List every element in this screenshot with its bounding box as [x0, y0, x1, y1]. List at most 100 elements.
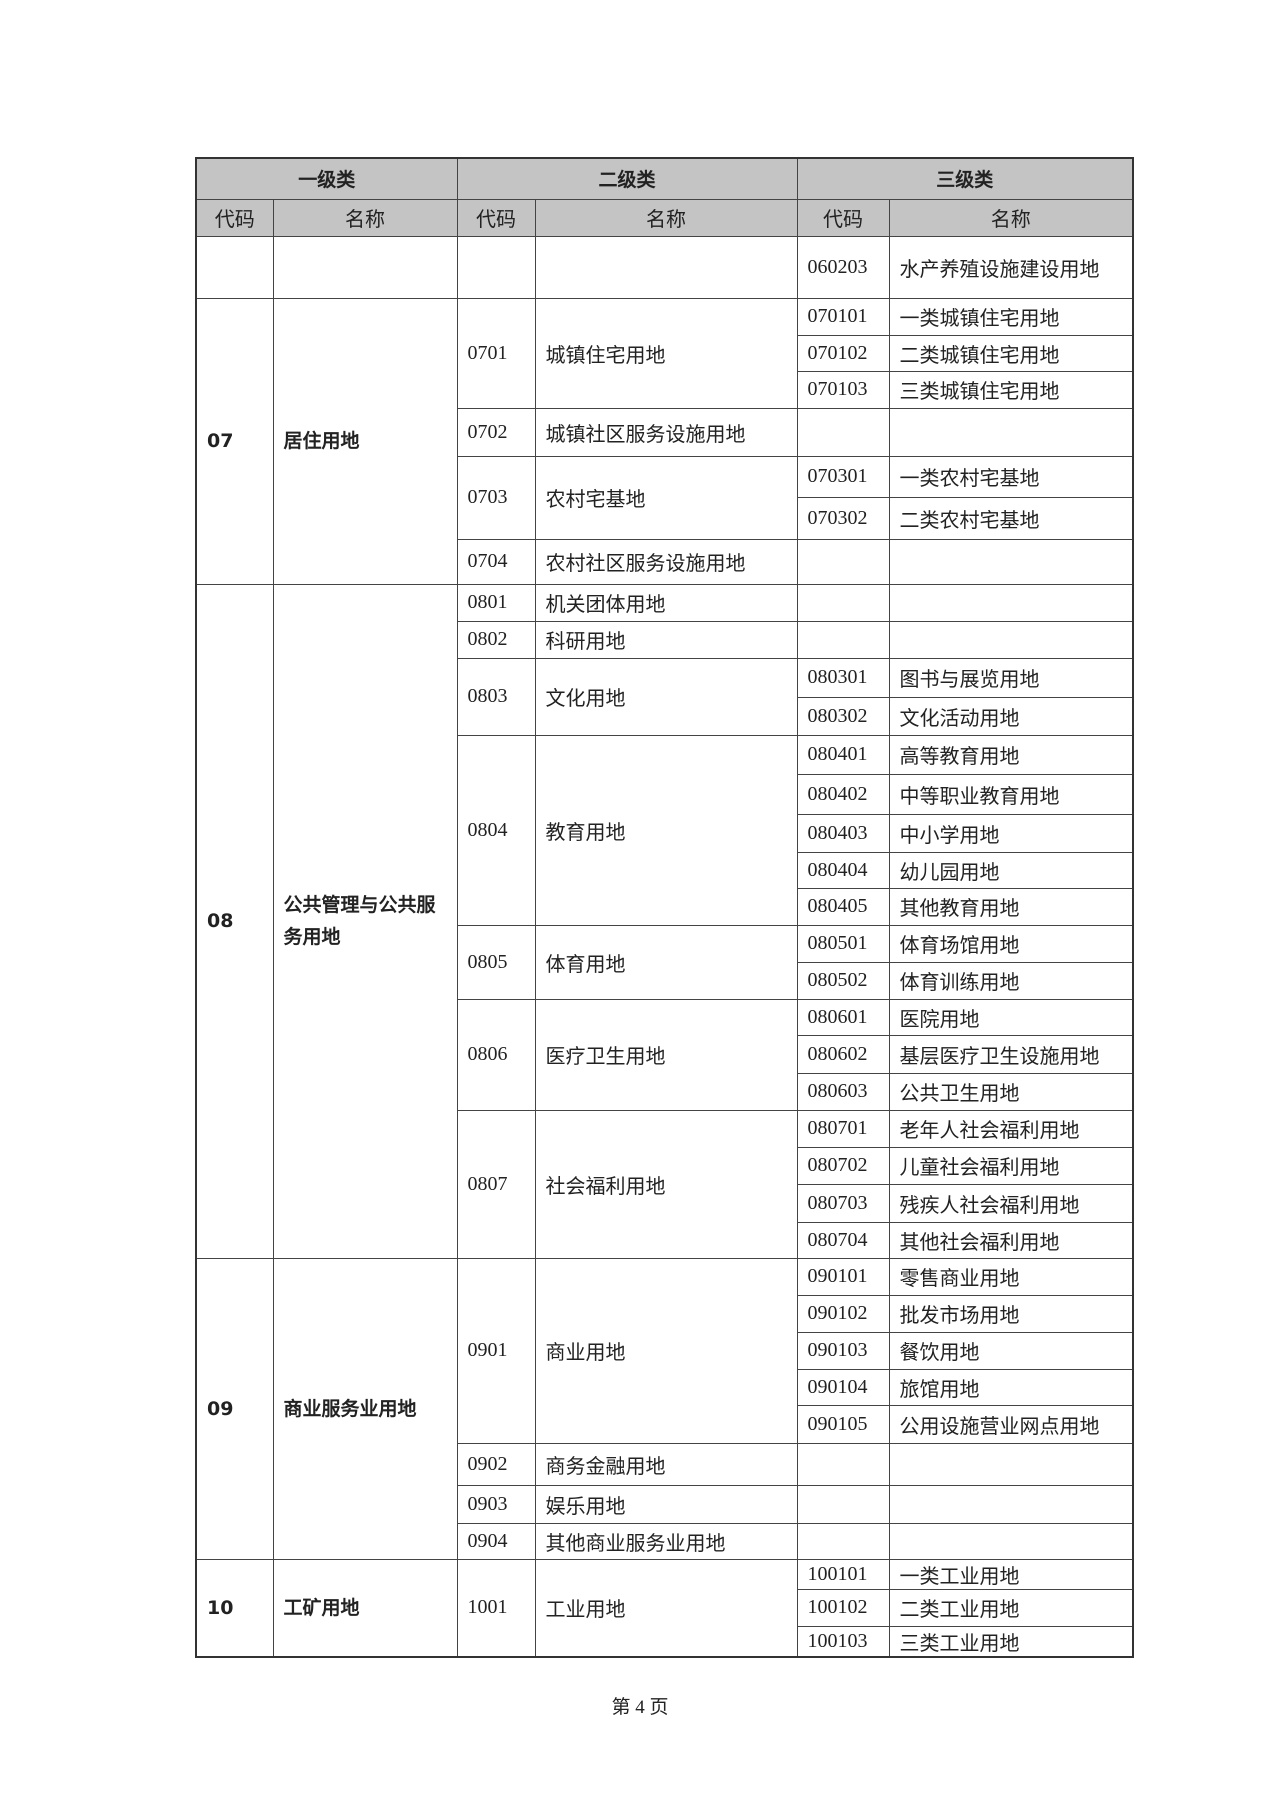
level1-name: 公共管理与公共服务用地 — [272, 583, 458, 1259]
level3-name: 一类城镇住宅用地 — [888, 297, 1134, 336]
level3-name: 幼儿园用地 — [888, 851, 1134, 889]
table-row: 070102 二类城镇住宅用地 — [196, 334, 1134, 372]
level3-name: 其他社会福利用地 — [888, 1221, 1134, 1259]
level3-name: 一类农村宅基地 — [888, 455, 1134, 498]
level3-name: 中等职业教育用地 — [888, 773, 1134, 815]
level2-code: 0807 — [456, 1109, 536, 1259]
table-row: 0702 城镇社区服务设施用地 — [196, 407, 1134, 457]
level3-name-empty — [888, 407, 1134, 457]
level3-name: 基层医疗卫生设施用地 — [888, 1034, 1134, 1074]
level3-code-empty — [796, 1484, 890, 1524]
level2-name: 商务金融用地 — [534, 1442, 798, 1486]
level3-code: 090102 — [796, 1294, 890, 1333]
table-row: 080602 基层医疗卫生设施用地 — [196, 1034, 1134, 1074]
level3-code: 080403 — [796, 813, 890, 853]
header-l2-name: 名称 — [534, 198, 798, 237]
level3-code: 090101 — [796, 1257, 890, 1296]
level3-name: 餐饮用地 — [888, 1331, 1134, 1370]
level1-code: 09 — [195, 1257, 274, 1560]
header-level1: 一级类 — [195, 157, 458, 200]
level2-name — [534, 235, 798, 299]
level2-code: 0703 — [456, 455, 536, 540]
level3-code: 100101 — [796, 1558, 890, 1590]
level3-name: 其他教育用地 — [888, 887, 1134, 926]
table-row: 08 公共管理与公共服务用地 0801 机关团体用地 — [195, 583, 1134, 1259]
header-l3-name: 名称 — [888, 198, 1134, 237]
level3-code: 080702 — [796, 1146, 890, 1185]
level2-code: 0904 — [456, 1522, 536, 1560]
level3-name: 二类工业用地 — [888, 1588, 1134, 1627]
level3-code: 080501 — [796, 924, 890, 963]
level3-name: 三类工业用地 — [888, 1625, 1134, 1657]
level3-code: 080302 — [796, 696, 890, 736]
level1-name: 居住用地 — [272, 297, 458, 585]
level2-code: 0704 — [456, 538, 536, 585]
level3-name: 文化活动用地 — [888, 696, 1134, 736]
level2-code: 0702 — [456, 407, 536, 457]
level3-code: 090105 — [796, 1404, 890, 1444]
level3-code: 080703 — [796, 1183, 890, 1223]
level2-name: 农村宅基地 — [534, 455, 798, 540]
table-row: 0804 教育用地 080401 高等教育用地 — [196, 734, 1134, 926]
header-l1-name: 名称 — [272, 198, 458, 237]
level3-code-empty — [796, 620, 890, 659]
level3-name: 公用设施营业网点用地 — [888, 1404, 1134, 1444]
level3-code: 090103 — [796, 1331, 890, 1370]
level3-code: 070101 — [796, 297, 890, 336]
level3-code: 070103 — [796, 370, 890, 409]
level2-code: 1001 — [456, 1558, 536, 1657]
level3-code: 100102 — [796, 1588, 890, 1627]
table-row: 0805 体育用地 080501 体育场馆用地 — [196, 924, 1134, 1000]
table-body: 060203 水产养殖设施建设用地 07 居住用地 0701 城镇住宅用地 070101 一类… — [195, 235, 1134, 1657]
level3-code-empty — [796, 407, 890, 457]
level3-code: 080601 — [796, 998, 890, 1036]
level3-code: 080404 — [796, 851, 890, 889]
level2-code: 0901 — [456, 1257, 536, 1444]
level2-code: 0803 — [456, 657, 536, 736]
level2-name: 城镇住宅用地 — [534, 297, 798, 409]
level3-code-empty — [796, 538, 890, 585]
table-row: 10 工矿用地 1001 工业用地 100101 一类工业用地 — [195, 1558, 1134, 1657]
table-row: 100103 三类工业用地 — [196, 1625, 1134, 1657]
table-row: 080402 中等职业教育用地 — [196, 773, 1134, 815]
level3-name: 水产养殖设施建设用地 — [888, 235, 1134, 299]
level2-code: 0903 — [456, 1484, 536, 1524]
level3-name: 一类工业用地 — [888, 1558, 1134, 1590]
level2-name: 城镇社区服务设施用地 — [534, 407, 798, 457]
level3-code-empty — [796, 1522, 890, 1560]
level2-name: 农村社区服务设施用地 — [534, 538, 798, 585]
level3-name: 医院用地 — [888, 998, 1134, 1036]
level3-code: 080401 — [796, 734, 890, 775]
table-row: 080405 其他教育用地 — [196, 887, 1134, 926]
level1-code — [195, 235, 274, 299]
level3-name: 零售商业用地 — [888, 1257, 1134, 1296]
level2-name: 科研用地 — [534, 620, 798, 659]
level3-code: 080402 — [796, 773, 890, 815]
level2-name: 其他商业服务业用地 — [534, 1522, 798, 1560]
level2-name: 机关团体用地 — [534, 583, 798, 622]
level3-code: 100103 — [796, 1625, 890, 1657]
table-row: 100102 二类工业用地 — [196, 1588, 1134, 1627]
table-row: 0807 社会福利用地 080701 老年人社会福利用地 — [196, 1109, 1134, 1259]
level3-name: 图书与展览用地 — [888, 657, 1134, 698]
level3-name-empty — [888, 1442, 1134, 1486]
level3-name: 老年人社会福利用地 — [888, 1109, 1134, 1148]
table-row: 080703 残疾人社会福利用地 — [196, 1183, 1134, 1223]
level3-code: 080603 — [796, 1072, 890, 1111]
level2-code: 0805 — [456, 924, 536, 1000]
level3-name: 旅馆用地 — [888, 1368, 1134, 1406]
level3-name: 残疾人社会福利用地 — [888, 1183, 1134, 1223]
level2-name: 娱乐用地 — [534, 1484, 798, 1524]
level3-code: 070302 — [796, 496, 890, 540]
level3-name-empty — [888, 538, 1134, 585]
table-row: 080302 文化活动用地 — [196, 696, 1134, 736]
level3-code: 080502 — [796, 961, 890, 1000]
level3-name: 体育场馆用地 — [888, 924, 1134, 963]
table-row: 0703 农村宅基地 070301 一类农村宅基地 — [196, 455, 1134, 540]
header-level2: 二级类 — [456, 157, 798, 200]
table-row: 080603 公共卫生用地 — [196, 1072, 1134, 1111]
level3-name: 三类城镇住宅用地 — [888, 370, 1134, 409]
level3-code: 080701 — [796, 1109, 890, 1148]
level3-code: 080405 — [796, 887, 890, 926]
table-row: 080404 幼儿园用地 — [196, 851, 1134, 889]
